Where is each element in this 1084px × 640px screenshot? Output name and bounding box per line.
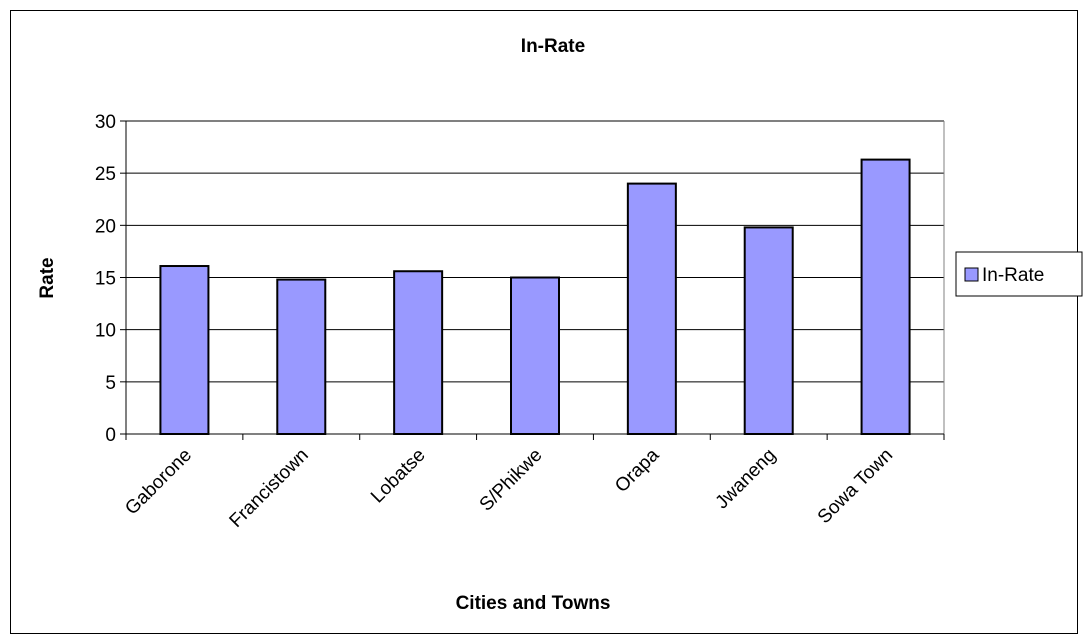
axes xyxy=(120,120,945,440)
chart-title: In-Rate xyxy=(521,36,585,57)
y-tick-label: 25 xyxy=(95,164,116,185)
bar-s-phikwe xyxy=(510,276,560,435)
bar-jwaneng xyxy=(743,226,794,435)
bar-gaborone xyxy=(159,265,210,436)
bar-sowa-town xyxy=(860,158,911,435)
x-tick-label: Francistown xyxy=(226,445,313,532)
y-tick-label: 0 xyxy=(105,425,116,446)
bars xyxy=(159,158,911,436)
y-tick-label: 30 xyxy=(95,112,116,133)
x-axis-title: Cities and Towns xyxy=(456,593,611,614)
x-tick-label: S/Phikwe xyxy=(476,445,547,516)
x-tick-label: Sowa Town xyxy=(814,445,897,528)
bar-francistown xyxy=(276,278,327,435)
y-axis-title: Rate xyxy=(37,257,58,298)
x-tick-label: Orapa xyxy=(611,444,663,496)
y-tick-label: 15 xyxy=(95,269,116,290)
x-tick-label: Gaborone xyxy=(121,445,196,520)
gridlines xyxy=(126,120,945,434)
y-tick-label: 20 xyxy=(95,216,116,237)
y-tick-label: 5 xyxy=(105,373,116,394)
bar-lobatse xyxy=(393,270,444,435)
legend: In-Rate xyxy=(955,251,1083,297)
x-tick-label: Lobatse xyxy=(367,445,430,508)
y-tick-labels: 0 5 10 15 20 25 30 xyxy=(95,112,116,446)
legend-label-in-rate: In-Rate xyxy=(982,265,1044,286)
x-tick-labels: Gaborone Francistown Lobatse S/Phikwe Orapa J… xyxy=(121,444,897,532)
legend-swatch xyxy=(964,267,979,282)
y-tick-label: 10 xyxy=(95,321,116,342)
bar-orapa xyxy=(626,182,677,435)
x-tick-label: Jwaneng xyxy=(712,445,781,514)
